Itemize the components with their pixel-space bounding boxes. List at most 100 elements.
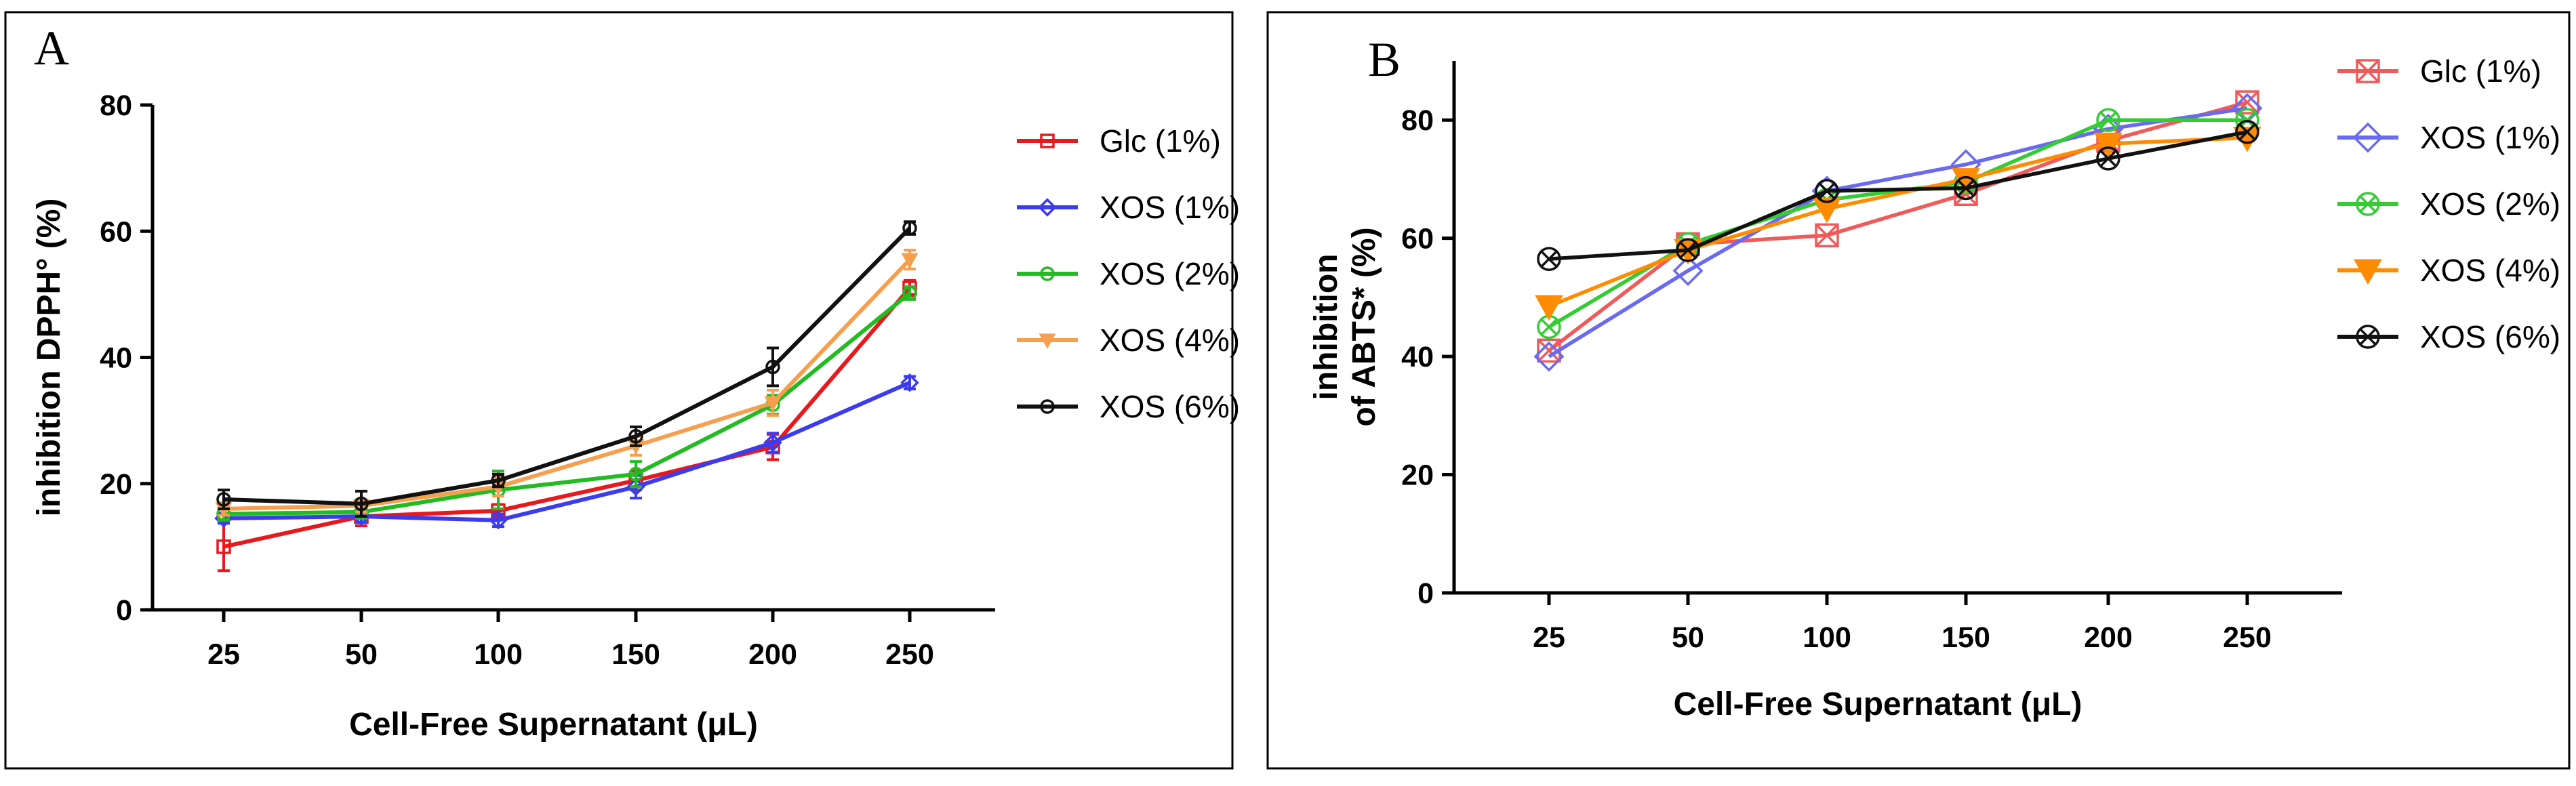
data-point-a-4-1 [354, 496, 369, 512]
legend-marker-a-3 [1039, 333, 1056, 349]
data-point-b-4-4 [2096, 146, 2120, 171]
series-line-a-2 [223, 291, 911, 516]
legend-entry-a-1: XOS (1%) [1017, 190, 1240, 225]
legend-entry-a-4: XOS (6%) [1017, 389, 1240, 424]
legend-marker-a-1 [1038, 198, 1057, 217]
x-tick-label-b-250: 250 [2223, 621, 2272, 654]
legend-label-a-1: XOS (1%) [1100, 190, 1240, 225]
data-point-b-4-0-x2 [1540, 250, 1558, 268]
y-tick-label-a-0: 0 [116, 594, 132, 627]
panel-letter-a: A [34, 21, 69, 75]
legend-entry-b-4: XOS (6%) [2337, 319, 2560, 354]
data-point-a-3-5 [901, 253, 919, 269]
x-tick-label-b-50: 50 [1672, 621, 1704, 654]
legend-marker-a-4 [1040, 399, 1055, 414]
data-point-b-0-2 [1815, 223, 1839, 248]
x-tick-label-b-100: 100 [1803, 621, 1851, 654]
y-axis-title-line-b-1: of ABTS* (%) [1346, 227, 1382, 426]
y-axis-title-line-b-0: inhibition [1308, 254, 1344, 400]
series-a-4 [216, 220, 917, 518]
series-a-3 [215, 249, 919, 518]
legend-label-b-3: XOS (4%) [2420, 253, 2560, 288]
data-point-b-3-2 [1813, 197, 1841, 224]
data-point-b-1-0 [1533, 341, 1565, 372]
y-axis-title-b: inhibitionof ABTS* (%) [1308, 227, 1382, 426]
y-tick-label-b-20: 20 [1401, 459, 1434, 492]
data-point-b-4-3-x2 [1957, 180, 1975, 196]
legend-label-a-0: Glc (1%) [1100, 123, 1221, 159]
y-tick-label-a-60: 60 [100, 215, 132, 248]
legend-marker-b-2 [2356, 192, 2380, 216]
x-tick-label-a-100: 100 [474, 638, 523, 671]
legend-entry-a-0: Glc (1%) [1017, 123, 1221, 159]
legend-entry-b-1: XOS (1%) [2337, 120, 2560, 155]
legend-marker-a-0 [1040, 133, 1055, 148]
y-tick-label-a-20: 20 [100, 468, 132, 501]
data-point-b-3-0 [1535, 295, 1563, 321]
y-tick-label-b-40: 40 [1401, 341, 1434, 373]
data-point-a-1-5 [900, 373, 919, 392]
x-tick-label-b-25: 25 [1533, 621, 1565, 654]
data-point-b-4-1-x2 [1679, 241, 1697, 259]
data-point-b-4-2-x2 [1818, 182, 1836, 200]
legend-label-b-1: XOS (1%) [2420, 120, 2560, 155]
series-b-1 [1533, 93, 2263, 372]
data-point-a-4-4 [765, 359, 780, 375]
y-tick-label-a-40: 40 [100, 342, 132, 375]
legend-entry-b-0: Glc (1%) [2337, 54, 2541, 89]
data-point-b-2-4-x2 [2099, 111, 2117, 129]
data-point-a-3-4 [764, 396, 782, 412]
data-point-a-1-3 [626, 477, 645, 497]
legend-label-a-2: XOS (2%) [1100, 256, 1240, 291]
panel-frame-b [1266, 11, 2571, 770]
data-point-b-4-5-x2 [2238, 123, 2256, 141]
series-b-0 [1537, 90, 2259, 363]
x-tick-label-b-200: 200 [2084, 621, 2133, 654]
data-point-a-1-2 [489, 511, 508, 530]
legend-label-a-3: XOS (4%) [1100, 323, 1240, 358]
series-line-a-3 [223, 258, 912, 511]
legend-marker-a-2 [1040, 266, 1055, 281]
legend-entry-a-2: XOS (2%) [1017, 256, 1240, 291]
data-point-a-4-0 [216, 492, 231, 507]
legend-marker-b-0-x2 [2356, 59, 2380, 83]
data-point-b-0-2-x2 [1815, 224, 1839, 247]
data-point-b-3-4 [2094, 132, 2122, 159]
series-line-a-1 [223, 381, 911, 522]
panel-letter-b: B [1368, 33, 1401, 87]
data-point-b-4-5 [2235, 119, 2259, 144]
data-point-b-4-0 [1537, 247, 1561, 271]
data-point-b-0-0-x2 [1537, 339, 1561, 363]
data-point-b-1-1 [1672, 255, 1704, 287]
data-point-b-4-2 [1815, 179, 1839, 203]
series-line-b-3 [1548, 136, 2248, 308]
series-b-3 [1535, 127, 2261, 321]
series-line-b-4 [1548, 129, 2248, 261]
legend-label-b-4: XOS (6%) [2420, 319, 2560, 354]
data-point-a-2-3 [628, 467, 643, 482]
legend-marker-b-4-x2 [2359, 328, 2377, 346]
x-axis-title-b: Cell-Free Supernatant (μL) [1674, 686, 2082, 722]
x-tick-label-a-25: 25 [207, 638, 240, 671]
series-line-b-1 [1548, 106, 2248, 358]
y-tick-label-b-60: 60 [1401, 223, 1434, 255]
data-point-a-4-3 [628, 429, 643, 444]
x-tick-label-a-250: 250 [885, 638, 934, 671]
panel-frame-a [4, 11, 1234, 770]
legend-marker-b-1 [2352, 122, 2383, 153]
legend-marker-b-0 [2356, 59, 2380, 83]
y-axis-title-a: inhibition DPPH° (%) [31, 199, 67, 517]
legend-marker-b-3 [2354, 259, 2382, 285]
legend-marker-b-4 [2356, 325, 2380, 349]
data-point-a-1-4 [763, 433, 782, 452]
x-tick-label-a-200: 200 [748, 638, 797, 671]
x-axis-title-a: Cell-Free Supernatant (μL) [349, 707, 758, 743]
series-line-a-4 [223, 226, 912, 506]
data-point-b-2-4 [2096, 108, 2120, 132]
legend-label-b-0: Glc (1%) [2420, 54, 2541, 89]
legend-marker-b-2-x2 [2359, 195, 2377, 213]
legend-entry-b-3: XOS (4%) [2337, 253, 2560, 288]
series-line-b-0 [1548, 100, 2248, 352]
